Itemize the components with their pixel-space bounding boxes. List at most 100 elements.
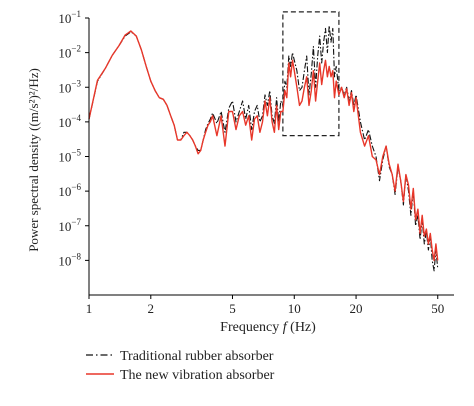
data-point-s1-1 — [97, 80, 98, 81]
data-point-s1-17 — [177, 139, 178, 140]
y-tick-label-5: 10−3 — [58, 78, 81, 95]
data-point-s1-88 — [356, 97, 357, 98]
legend-label-traditional: Traditional rubber absorber — [120, 349, 274, 364]
data-point-s0-32 — [221, 111, 222, 112]
data-point-s1-62 — [299, 105, 300, 106]
axis-layer: 1 2 5 10 20 5010−810−710−610−510−410−310−210−… — [58, 9, 454, 316]
data-point-s0-53 — [280, 100, 281, 101]
data-point-s1-25 — [200, 150, 201, 151]
data-point-s1-91 — [368, 135, 369, 136]
y-tick-label-exp-5: −3 — [71, 78, 81, 88]
data-point-s1-97 — [389, 164, 390, 165]
data-point-s0-59 — [292, 52, 293, 53]
y-tick-label-0: 10−8 — [58, 251, 81, 268]
data-point-s1-37 — [239, 115, 240, 116]
data-point-s0-31 — [216, 123, 217, 124]
data-point-s1-87 — [353, 111, 354, 112]
y-tick-label-base-7: 10 — [58, 11, 71, 26]
x-tick-label-1: 2 — [148, 301, 155, 316]
y-tick-label-exp-0: −8 — [71, 251, 81, 261]
data-point-s1-59 — [292, 60, 293, 61]
highlight-box — [282, 11, 340, 137]
data-point-s0-68 — [313, 46, 314, 47]
data-point-s1-55 — [284, 90, 285, 91]
data-point-s1-19 — [183, 135, 184, 136]
data-point-s1-11 — [155, 90, 156, 91]
data-point-s1-105 — [410, 209, 411, 210]
y-tick-label-exp-2: −6 — [71, 182, 81, 192]
data-point-s1-3 — [112, 55, 113, 56]
y-tick-label-6: 10−2 — [58, 44, 81, 61]
data-point-s1-100 — [397, 164, 398, 165]
data-point-s1-41 — [251, 139, 252, 140]
data-point-s1-49 — [272, 121, 273, 122]
data-point-s0-36 — [235, 121, 236, 122]
data-point-s1-64 — [304, 87, 305, 88]
data-point-s0-92 — [372, 146, 373, 147]
data-point-s0-99 — [395, 194, 396, 195]
data-point-s1-90 — [364, 146, 365, 147]
data-point-s1-9 — [146, 66, 147, 67]
data-point-s0-93 — [375, 156, 376, 157]
y-tick-label-base-6: 10 — [58, 46, 71, 61]
legend-label-new: The new vibration absorber — [120, 368, 275, 383]
data-point-s0-111 — [424, 243, 425, 244]
y-tick-label-4: 10−4 — [58, 113, 81, 130]
y-tick-label-exp-1: −7 — [71, 217, 81, 227]
data-point-s1-77 — [330, 76, 331, 77]
data-point-s1-69 — [315, 100, 316, 101]
x-tick-label-2: 5 — [229, 301, 236, 316]
data-point-s0-19 — [183, 132, 184, 133]
data-point-s0-47 — [267, 105, 268, 106]
data-point-s1-10 — [150, 81, 151, 82]
data-point-s0-118 — [437, 268, 438, 269]
data-point-s0-58 — [290, 66, 291, 67]
data-point-s1-85 — [349, 105, 350, 106]
data-point-s0-94 — [379, 180, 380, 181]
data-point-s0-65 — [306, 55, 307, 56]
data-point-s1-98 — [392, 174, 393, 175]
data-point-s0-71 — [319, 36, 320, 37]
data-point-s1-2 — [105, 68, 106, 69]
data-point-s1-15 — [170, 115, 171, 116]
data-point-s1-56 — [286, 97, 287, 98]
data-point-s1-50 — [274, 132, 275, 133]
data-point-s1-106 — [413, 188, 414, 189]
plot-layer — [88, 11, 439, 272]
y-tick-label-base-2: 10 — [58, 184, 71, 199]
x-tick-label-4: 20 — [350, 301, 363, 316]
data-point-s0-80 — [336, 66, 337, 67]
data-point-s0-105 — [410, 215, 411, 216]
y-tick-label-1: 10−7 — [58, 217, 81, 234]
data-point-s1-40 — [248, 115, 249, 116]
data-point-s1-111 — [424, 236, 425, 237]
data-point-s0-61 — [296, 70, 297, 71]
data-point-s0-64 — [304, 70, 305, 71]
y-tick-label-7: 10−1 — [58, 9, 81, 26]
data-point-s0-70 — [317, 55, 318, 56]
legend-item-new: The new vibration absorber — [86, 368, 275, 383]
data-point-s1-47 — [267, 115, 268, 116]
y-axis-label: Power spectral density ((m/s²)²/Hz) — [26, 68, 41, 252]
data-point-s1-33 — [224, 146, 225, 147]
data-point-s0-39 — [245, 119, 246, 120]
data-point-s1-89 — [360, 132, 361, 133]
data-point-s1-60 — [294, 70, 295, 71]
data-point-s1-95 — [382, 156, 383, 157]
data-point-s0-90 — [364, 139, 365, 140]
x-axis-label-prefix: Frequency — [220, 320, 283, 335]
data-point-s0-37 — [239, 111, 240, 112]
data-point-s1-93 — [375, 159, 376, 160]
data-point-s1-78 — [332, 70, 333, 71]
data-point-s1-80 — [336, 81, 337, 82]
data-point-s0-30 — [212, 112, 213, 113]
data-point-s0-62 — [299, 90, 300, 91]
data-point-s1-38 — [242, 111, 243, 112]
data-point-s1-63 — [301, 100, 302, 101]
data-point-s0-60 — [294, 60, 295, 61]
data-point-s0-115 — [432, 260, 433, 261]
data-point-s1-67 — [311, 90, 312, 91]
data-point-s1-34 — [228, 111, 229, 112]
data-point-s1-108 — [417, 209, 418, 210]
